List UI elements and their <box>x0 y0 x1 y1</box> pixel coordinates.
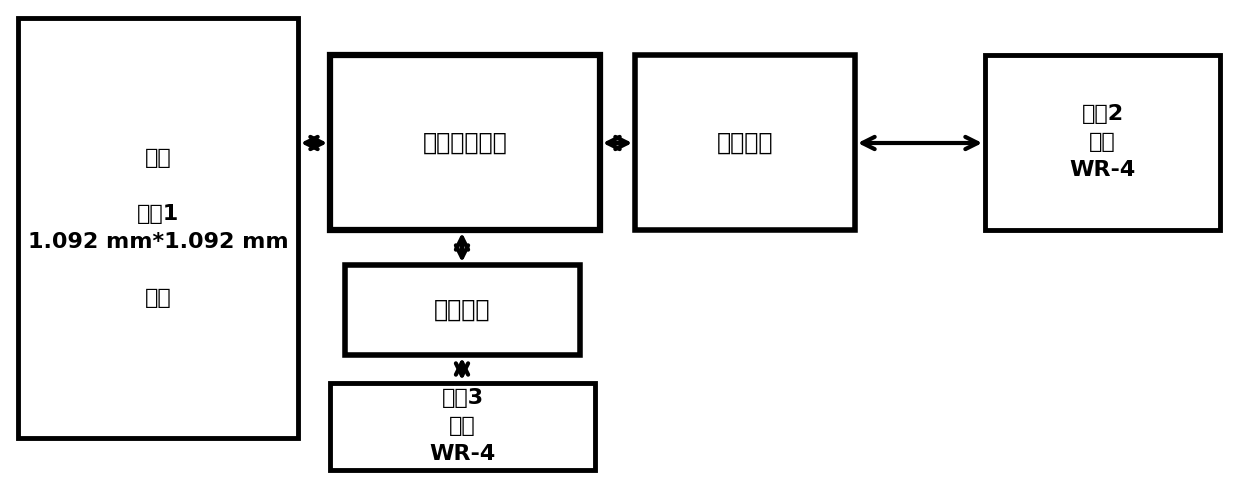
Bar <box>330 383 595 470</box>
Text: 端口2
水平
WR-4: 端口2 水平 WR-4 <box>1069 104 1136 181</box>
Bar <box>344 265 580 355</box>
Bar <box>19 18 299 438</box>
Text: 端口3
垂直
WR-4: 端口3 垂直 WR-4 <box>430 388 496 465</box>
Text: 过渡结构: 过渡结构 <box>434 298 491 322</box>
Bar <box>636 55 855 230</box>
Text: 过渡结构: 过渡结构 <box>716 130 773 155</box>
Bar <box>330 55 600 230</box>
Text: 水平

端口1
1.092 mm*1.092 mm

垂直: 水平 端口1 1.092 mm*1.092 mm 垂直 <box>27 148 289 308</box>
Bar <box>985 55 1220 230</box>
Text: 极化分离结构: 极化分离结构 <box>422 130 508 155</box>
